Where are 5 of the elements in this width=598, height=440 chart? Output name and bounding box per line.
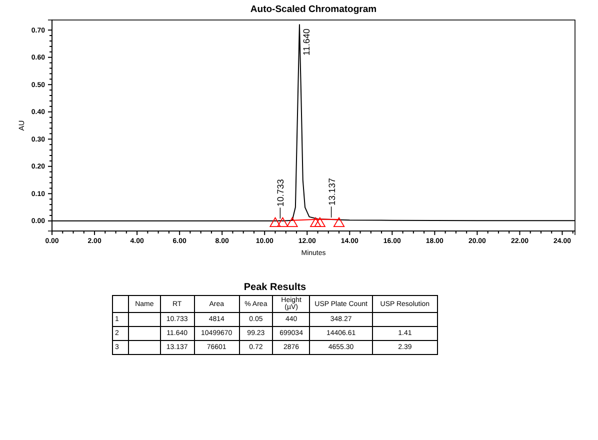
annotation: 11.640 <box>301 28 312 56</box>
text: Peak Results <box>242 282 308 293</box>
chart-title: Auto-Scaled Chromatogram <box>250 4 377 15</box>
annotation: 13.137 <box>326 178 337 206</box>
annotation: 10.733 <box>276 179 286 207</box>
